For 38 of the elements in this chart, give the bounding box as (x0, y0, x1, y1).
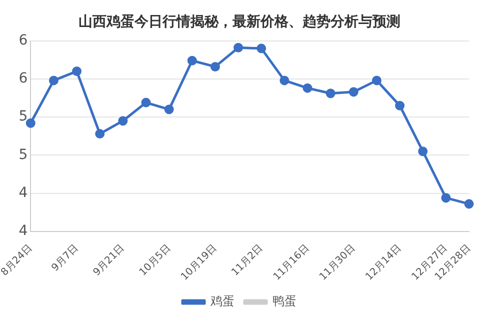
x-tick-label: 11月30日 (318, 242, 358, 283)
point (118, 116, 128, 126)
point (141, 98, 151, 108)
x-tick-label: 10月19日 (179, 242, 220, 283)
y-tick-label: 6 (18, 32, 28, 48)
point (372, 76, 382, 86)
point (72, 66, 82, 76)
point (210, 62, 220, 72)
x-tick-label: 11月2日 (230, 242, 266, 278)
y-tick-label: 4 (18, 184, 28, 201)
point (326, 88, 336, 98)
y-tick-label: 4 (18, 223, 28, 240)
legend-label: 鸭蛋 (272, 294, 296, 308)
y-tick-label: 5 (18, 146, 28, 163)
x-tick-label: 9月7日 (50, 242, 81, 274)
x-tick-label: 9月21日 (91, 242, 127, 278)
point (187, 56, 197, 66)
y-tick-label: 6 (18, 70, 28, 87)
point (418, 146, 428, 156)
x-tick-label: 8月24日 (0, 242, 35, 278)
point (302, 83, 312, 93)
x-tick-label: 12月14日 (364, 242, 404, 283)
chart-title: 山西鸡蛋今日行情揭秘，最新价格、趋势分析与预测 (78, 13, 400, 30)
point (234, 42, 244, 52)
point (395, 100, 405, 110)
point (464, 199, 474, 209)
legend-label: 鸡蛋 (210, 294, 234, 308)
point (26, 118, 36, 128)
point (48, 76, 58, 86)
x-tick-label: 10月5日 (138, 242, 174, 278)
y-tick-label: 5 (18, 108, 28, 125)
point (280, 76, 290, 86)
point (441, 193, 451, 203)
point (348, 87, 358, 97)
point (256, 44, 266, 54)
x-tick-label: 11月16日 (272, 242, 312, 283)
point (164, 104, 174, 114)
point (95, 129, 105, 139)
